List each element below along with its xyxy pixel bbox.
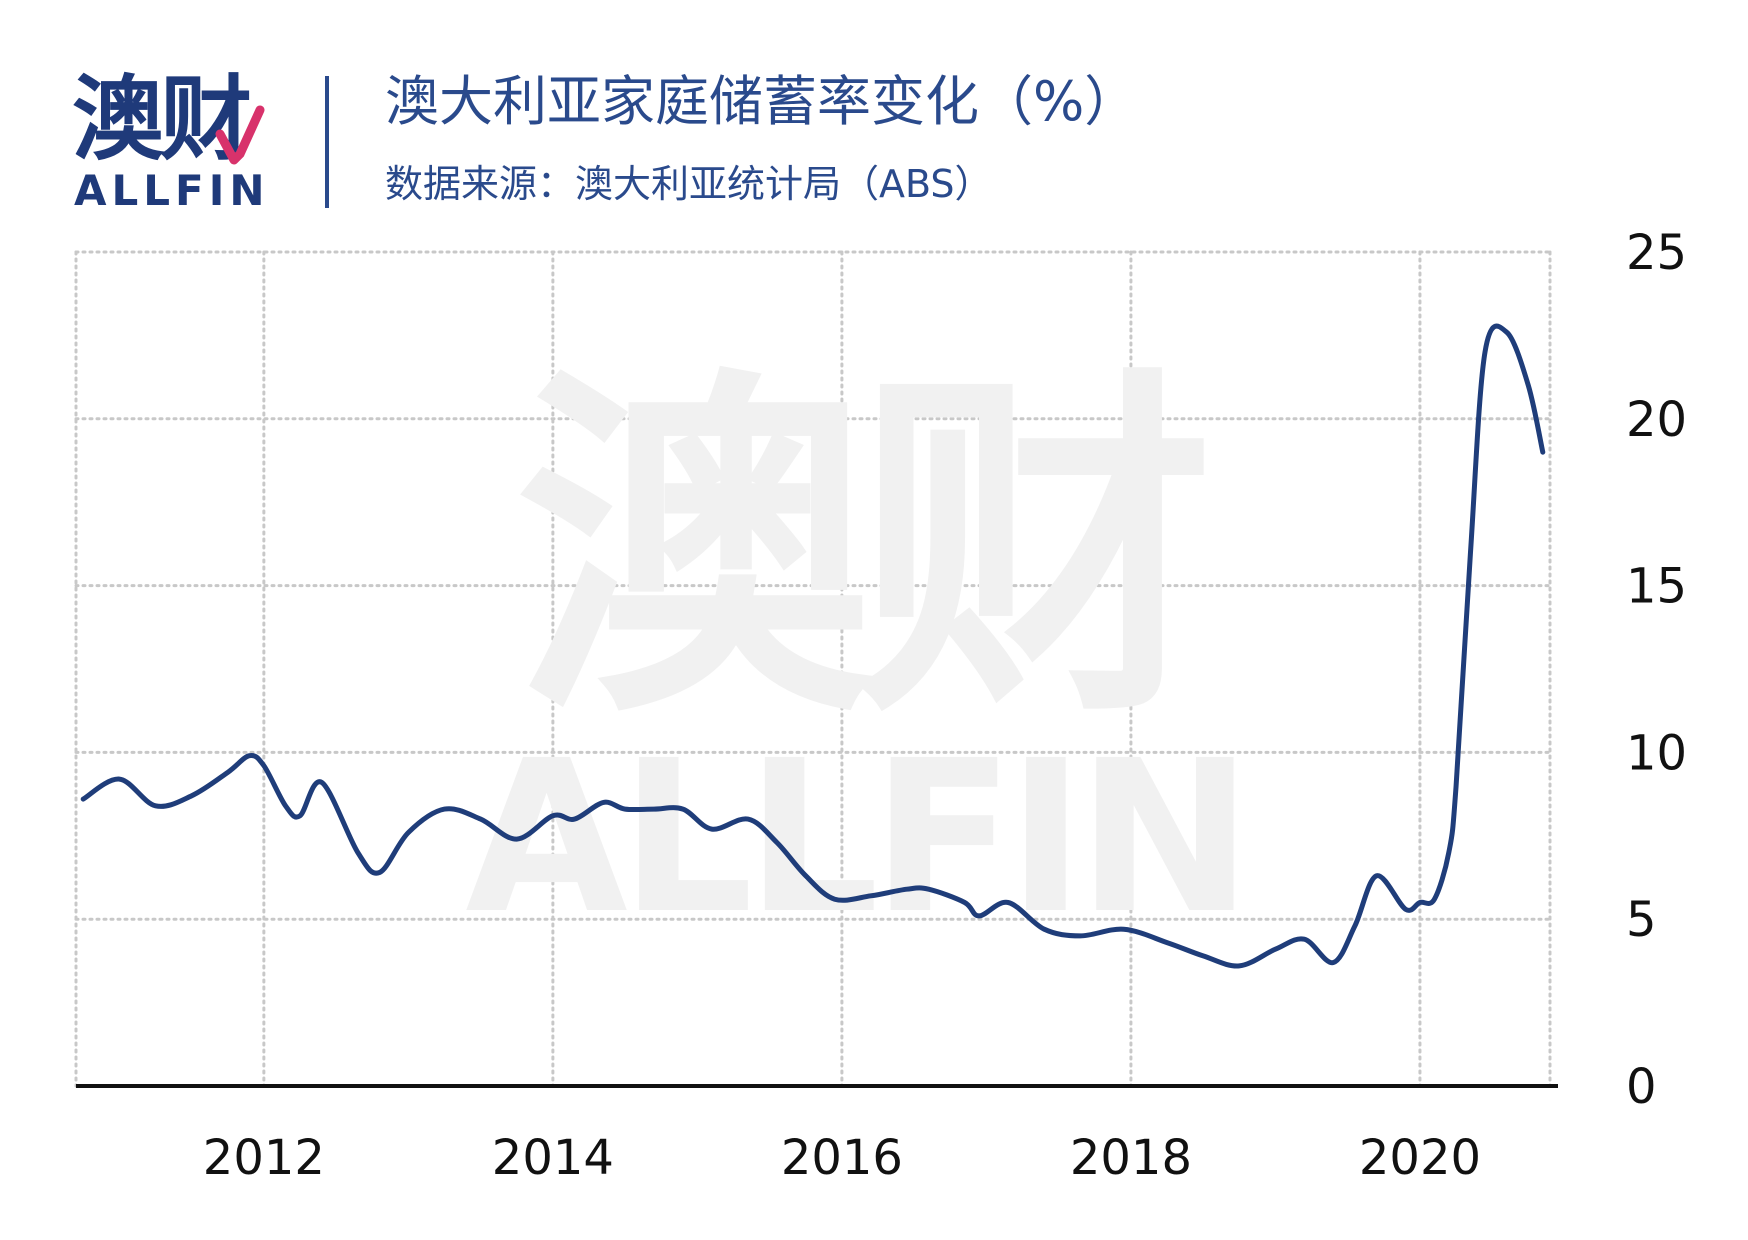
y-tick-label: 20 (1626, 392, 1687, 448)
y-tick-label: 5 (1626, 892, 1657, 948)
watermark-chinese-text: 澳财 (515, 341, 1204, 760)
x-tick-label: 2014 (492, 1130, 614, 1186)
axis-layer: 0 5 10 15 20 25 2012 2014 2016 2018 2020 (76, 225, 1687, 1186)
y-tick-label: 10 (1626, 725, 1687, 781)
logo-english-text: ALLFIN (74, 166, 270, 215)
series-line (80, 323, 1546, 969)
y-tick-label: 0 (1626, 1059, 1657, 1115)
chart-source: 数据来源：澳大利亚统计局（ABS） (385, 162, 993, 206)
brand-logo: 澳财 ALLFIN (72, 70, 272, 220)
watermark-english-text: ALLFIN (465, 715, 1245, 960)
chart-title: 澳大利亚家庭储蓄率变化（%） (385, 70, 1139, 133)
y-tick-label: 25 (1626, 225, 1687, 281)
x-tick-label: 2012 (203, 1130, 325, 1186)
grid-layer (74, 250, 1552, 1088)
header-divider (325, 76, 329, 208)
watermark: 澳财 ALLFIN (465, 341, 1253, 960)
x-tick-label: 2018 (1070, 1130, 1192, 1186)
x-tick-label: 2020 (1359, 1130, 1481, 1186)
logo-accent-mark (215, 105, 265, 165)
y-tick-label: 15 (1626, 559, 1687, 615)
logo-chinese-text: 澳财 (72, 66, 252, 173)
series-layer (80, 323, 1546, 969)
x-tick-label: 2016 (781, 1130, 903, 1186)
